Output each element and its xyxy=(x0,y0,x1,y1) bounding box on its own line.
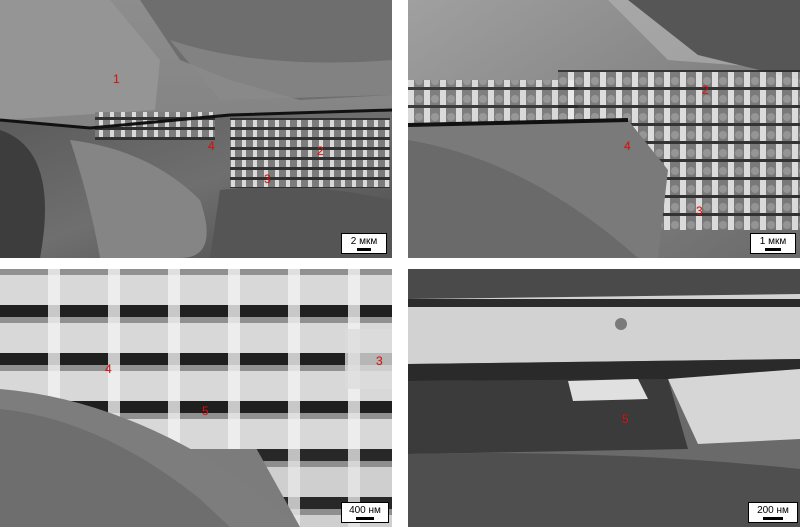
region-label-5: 5 xyxy=(202,404,209,418)
scale-bar-line xyxy=(357,248,371,251)
scale-bar: 2 мкм xyxy=(341,233,387,254)
region-label-5: 5 xyxy=(622,412,629,426)
sem-panel-bottom-left: 3 4 5 400 нм xyxy=(0,269,392,527)
sem-image-top-left xyxy=(0,0,392,258)
scale-bar: 1 мкм xyxy=(750,233,796,254)
scale-bar-line xyxy=(763,517,783,520)
scale-bar-line xyxy=(356,517,374,520)
scale-bar: 200 нм xyxy=(748,502,798,523)
sem-image-bottom-right xyxy=(408,269,800,527)
sem-image-top-right xyxy=(408,0,800,258)
scale-bar-label: 1 мкм xyxy=(759,236,787,247)
sem-panel-top-left: 1 2 3 4 2 мкм xyxy=(0,0,392,258)
region-label-3: 3 xyxy=(696,204,703,218)
region-label-4: 4 xyxy=(624,139,631,153)
sem-panel-top-right: 2 3 4 1 мкм xyxy=(408,0,800,258)
sem-panel-bottom-right: 5 200 нм xyxy=(408,269,800,527)
scale-bar-label: 200 нм xyxy=(757,505,789,516)
region-label-2: 2 xyxy=(317,144,324,158)
region-label-4: 4 xyxy=(208,139,215,153)
region-label-3: 3 xyxy=(376,354,383,368)
region-label-2: 2 xyxy=(702,83,709,97)
scale-bar-label: 2 мкм xyxy=(350,236,378,247)
region-label-1: 1 xyxy=(113,72,120,86)
sem-image-bottom-left xyxy=(0,269,392,527)
scale-bar-line xyxy=(765,248,781,251)
region-label-3: 3 xyxy=(264,172,271,186)
scale-bar-label: 400 нм xyxy=(349,505,381,516)
region-label-4: 4 xyxy=(105,362,112,376)
scale-bar: 400 нм xyxy=(341,502,389,523)
